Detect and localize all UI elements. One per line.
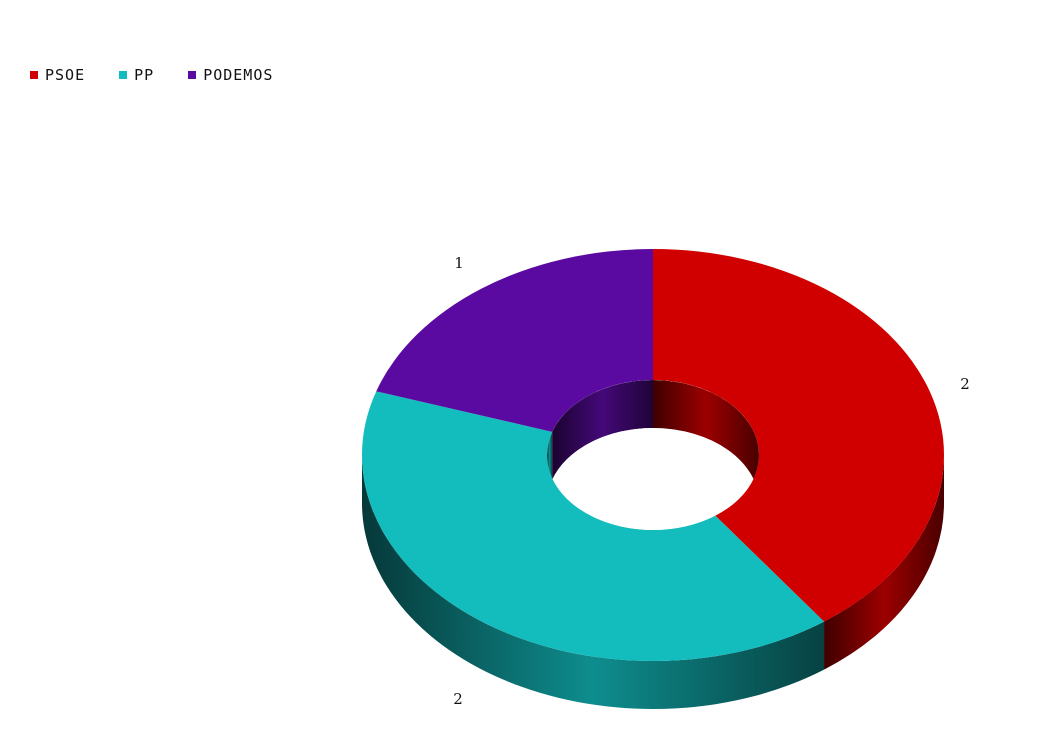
slice-side-pp (362, 455, 825, 709)
legend-item-psoe[interactable]: PSOE (30, 66, 85, 84)
slice-inner-wall-psoe (653, 380, 759, 503)
slice-pp[interactable] (362, 391, 825, 661)
legend-label-psoe: PSOE (45, 66, 86, 84)
legend-item-podemos[interactable]: PODEMOS (188, 66, 273, 84)
legend-item-pp[interactable]: PP (119, 66, 154, 84)
slice-side-psoe (824, 455, 944, 670)
data-label-podemos: 1 (454, 254, 464, 272)
slice-inner-wall-podemos (552, 380, 653, 480)
legend-label-podemos: PODEMOS (203, 66, 274, 84)
data-label-pp: 2 (453, 690, 463, 708)
slice-podemos[interactable] (376, 249, 653, 432)
donut-hole (547, 428, 759, 530)
legend-swatch-podemos (188, 71, 197, 79)
data-label-psoe: 2 (960, 375, 970, 393)
legend-swatch-psoe (30, 71, 38, 79)
slice-psoe[interactable] (653, 249, 944, 622)
legend-label-pp: PP (134, 66, 155, 84)
legend: PSOE PP PODEMOS (30, 66, 273, 84)
legend-swatch-pp (119, 71, 128, 79)
